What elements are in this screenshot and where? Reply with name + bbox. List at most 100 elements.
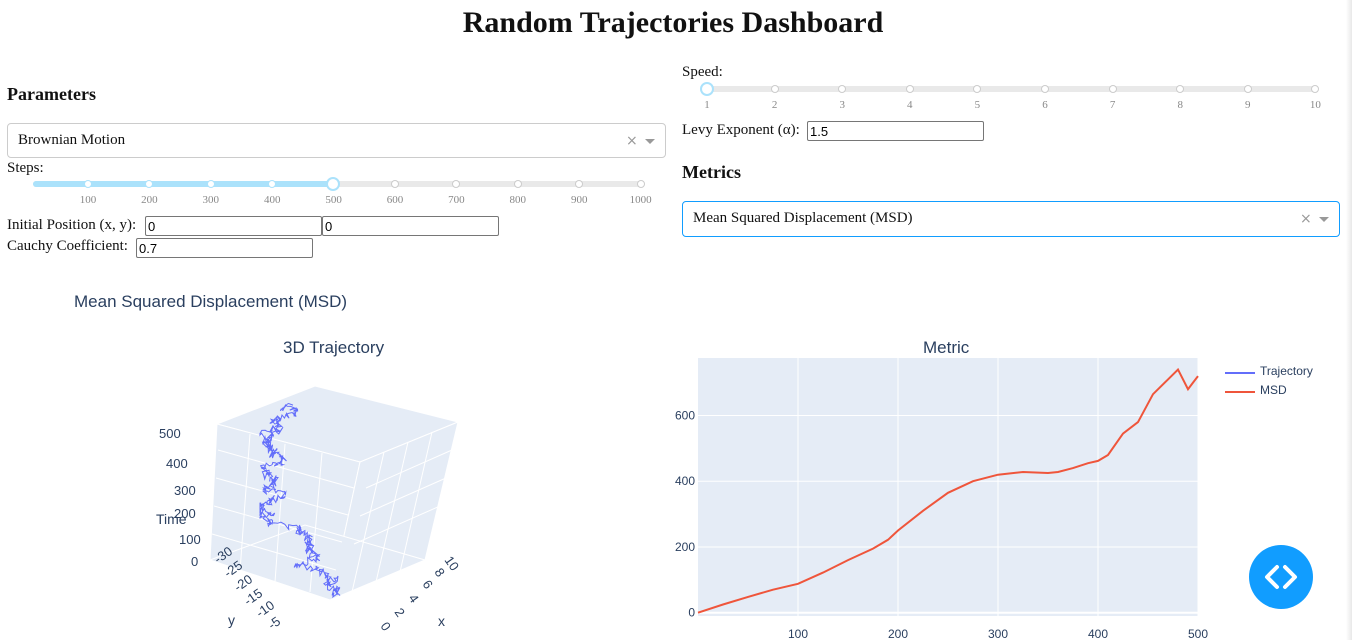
initial-position-label: Initial Position (x, y): [7,217,137,233]
steps-slider-mark[interactable]: 1000 [629,194,652,206]
cauchy-input[interactable] [136,238,313,258]
steps-slider-mark[interactable]: 600 [386,194,404,206]
metrics-heading: Metrics [682,162,741,182]
speed-slider-mark[interactable]: 4 [907,99,913,111]
model-dropdown[interactable]: Brownian Motion × [7,123,666,158]
steps-slider-dot[interactable] [268,180,277,188]
x-tick-label: 200 [888,627,908,640]
plot-area [698,358,1198,616]
graph-heading: Mean Squared Displacement (MSD) [74,292,348,311]
steps-slider-mark[interactable]: 700 [448,194,465,206]
speed-slider-dot[interactable] [838,85,847,93]
speed-slider[interactable]: 1 2 3 4 5 6 7 8 9 10 [680,80,1340,116]
levy-input[interactable] [807,121,984,141]
parameters-heading: Parameters [7,84,96,104]
y-tick-label: 200 [675,540,695,554]
steps-slider-dot[interactable] [513,180,522,188]
speed-slider-dot[interactable] [1243,85,1252,93]
metrics-dropdown-value: Mean Squared Displacement (MSD) [693,210,913,226]
speed-slider-dot[interactable] [770,85,779,93]
model-dropdown-value: Brownian Motion [18,132,126,148]
legend-item-msd[interactable]: MSD [1260,383,1287,397]
x-tick-label: 400 [1088,627,1108,640]
z-tick-label: 200 [174,506,196,521]
legend-swatch-msd [1225,391,1255,393]
chart-title-metric: Metric [923,338,970,357]
scene-floor [208,524,427,601]
steps-slider-handle[interactable] [326,177,340,191]
z-tick-label: 300 [174,483,196,498]
initial-y-input[interactable] [322,216,499,236]
x-tick-label: 4 [406,591,422,606]
window-edge [1346,0,1352,640]
cauchy-label: Cauchy Coefficient: [7,238,128,254]
metrics-dropdown[interactable]: Mean Squared Displacement (MSD) × [682,201,1340,237]
steps-slider-dot[interactable] [575,180,584,188]
speed-slider-dot[interactable] [973,85,982,93]
levy-label: Levy Exponent (α): [682,122,800,138]
steps-slider-mark[interactable]: 300 [202,194,220,206]
chevron-down-icon[interactable] [1319,217,1329,222]
y-tick-label: 600 [675,409,695,423]
speed-slider-dot[interactable] [905,85,914,93]
steps-slider-mark[interactable]: 100 [79,194,97,206]
speed-slider-mark[interactable]: 10 [1309,99,1321,111]
speed-slider-mark[interactable]: 9 [1245,99,1251,111]
y-axis-label: y [228,612,235,628]
chevron-down-icon[interactable] [645,139,655,144]
speed-label: Speed: [682,64,723,80]
speed-slider-dot[interactable] [1311,85,1320,93]
initial-x-input[interactable] [145,216,322,236]
code-toggle-button[interactable] [1249,545,1313,609]
z-axis-label: Time [156,511,187,527]
clear-icon[interactable]: × [1300,211,1312,227]
steps-slider-dot[interactable] [206,180,215,188]
steps-slider-dot[interactable] [452,180,461,188]
x-tick-label: 500 [1188,627,1208,640]
steps-slider[interactable]: 100 200 300 400 500 600 700 800 900 1000 [0,174,680,214]
speed-slider-mark[interactable]: 5 [974,99,981,111]
steps-slider-dot[interactable] [636,180,645,188]
z-tick-label: 0 [191,554,198,569]
steps-slider-dot[interactable] [145,180,154,188]
speed-slider-handle[interactable] [700,82,714,96]
steps-slider-mark[interactable]: 900 [570,194,588,206]
x-tick-label: 300 [988,627,1008,640]
steps-slider-mark[interactable]: 500 [325,194,342,206]
y-tick-label: 400 [675,474,695,488]
y-tick-label: 0 [688,606,695,620]
legend[interactable]: Trajectory MSD [1225,364,1335,404]
page-title: Random Trajectories Dashboard [462,6,884,39]
x-tick-label: 0 [378,619,394,634]
steps-slider-mark[interactable]: 800 [509,194,527,206]
speed-slider-mark[interactable]: 2 [771,99,778,111]
legend-item-trajectory[interactable]: Trajectory [1260,364,1313,378]
speed-slider-dot[interactable] [1176,85,1185,93]
speed-slider-mark[interactable]: 8 [1177,99,1183,111]
z-tick-label: 100 [179,532,201,547]
speed-slider-dot[interactable] [1108,85,1117,93]
y-tick-label: -5 [265,614,283,633]
chart-title-3d: 3D Trajectory [283,338,385,357]
x-tick-label: 10 [442,553,463,573]
speed-slider-mark[interactable]: 7 [1109,99,1116,111]
steps-slider-dot[interactable] [84,180,92,188]
metric-plot[interactable]: 0 200 400 600 100 200 300 400 500 [660,356,1220,640]
speed-slider-mark[interactable]: 6 [1042,99,1048,111]
speed-slider-rail[interactable] [707,86,1315,92]
x-axis-label: x [438,613,445,629]
code-icon [1265,565,1297,589]
steps-slider-dot[interactable] [391,180,399,188]
x-tick-label: 2 [392,605,408,620]
speed-slider-mark[interactable]: 3 [839,99,845,111]
steps-slider-track [33,181,333,187]
z-tick-label: 500 [159,426,181,441]
clear-icon[interactable]: × [626,133,638,149]
speed-slider-mark[interactable]: 1 [704,99,710,111]
steps-slider-mark[interactable]: 400 [263,194,281,206]
steps-slider-mark[interactable]: 200 [141,194,158,206]
steps-label: Steps: [7,160,44,176]
trajectory-3d-line [259,402,341,599]
speed-slider-dot[interactable] [1041,85,1049,93]
